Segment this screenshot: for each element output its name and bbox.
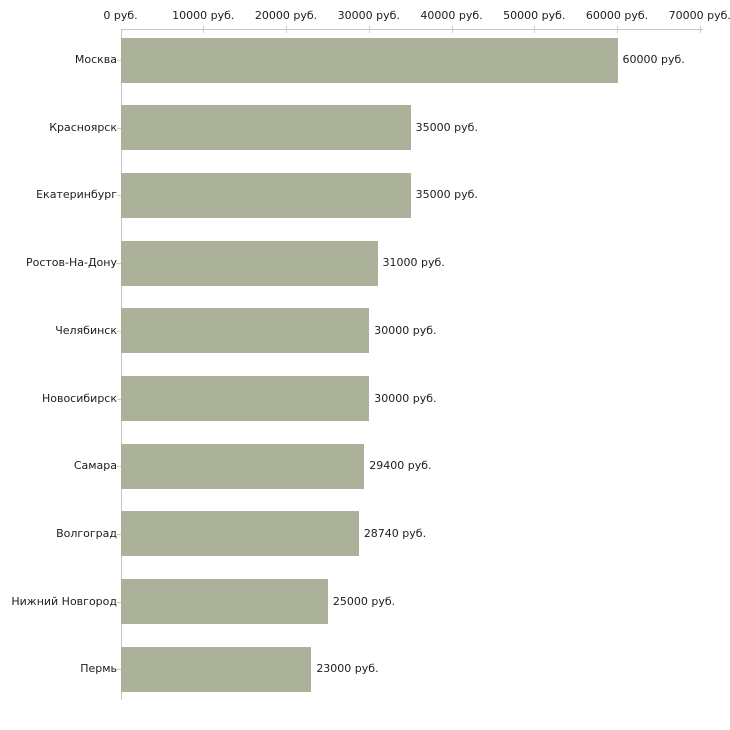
category-label: Пермь [80,662,117,676]
y-tick-mark [116,127,121,129]
bar [121,646,312,692]
x-tick-mark [203,26,205,33]
category-label: Красноярск [49,120,117,134]
category-label: Нижний Новгород [11,594,117,608]
x-tick-label: 10000 руб. [172,9,235,22]
y-tick-mark [116,195,121,197]
category-label: Волгоград [56,526,117,540]
value-label: 28740 руб. [363,526,427,540]
value-label: 25000 руб. [332,594,396,608]
value-label: 31000 руб. [382,256,445,270]
y-tick-mark [116,669,121,671]
y-tick-mark [116,601,121,603]
bar [121,376,370,421]
y-tick-mark [116,466,121,468]
value-label: 30000 руб. [374,323,437,337]
y-tick-mark [116,263,121,265]
y-tick-mark [116,60,121,61]
category-label: Ростов-На-Дону [25,256,117,270]
value-label: 60000 руб. [622,53,685,66]
value-label: 30000 руб. [374,391,437,405]
x-tick-label: 20000 руб. [254,9,318,22]
category-label: Новосибирск [41,391,117,405]
bar [121,511,359,557]
value-label: 29400 руб. [369,459,432,473]
x-tick-mark [286,26,287,33]
x-tick-label: 40000 руб. [420,9,483,22]
x-tick-label: 60000 руб. [585,9,649,22]
bar [121,579,328,625]
value-label: 35000 руб. [415,188,478,202]
x-tick-label: 30000 руб. [337,9,400,22]
category-label: Москва [74,53,117,66]
x-axis-line [120,29,703,30]
bar [121,172,411,218]
bar [121,308,370,354]
value-label: 23000 руб. [316,662,379,676]
x-tick-label: 0 руб. [103,9,138,22]
bar [121,37,618,83]
category-label: Самара [73,459,117,473]
x-tick-mark [368,26,370,33]
x-tick-label: 70000 руб. [668,9,730,22]
x-tick-mark [534,26,536,33]
value-label: 35000 руб. [415,120,478,134]
category-label: Екатеринбург [36,188,117,202]
x-tick-mark [617,26,618,33]
x-tick-label: 50000 руб. [503,9,566,22]
y-tick-mark [116,330,121,332]
y-tick-mark [116,533,121,535]
bar [121,105,411,151]
y-axis-line [120,29,122,700]
x-tick-mark [451,26,453,33]
bar [121,443,365,489]
y-tick-mark [116,398,121,400]
category-label: Челябинск [55,323,117,337]
bar [121,240,378,286]
x-tick-mark [699,26,701,33]
